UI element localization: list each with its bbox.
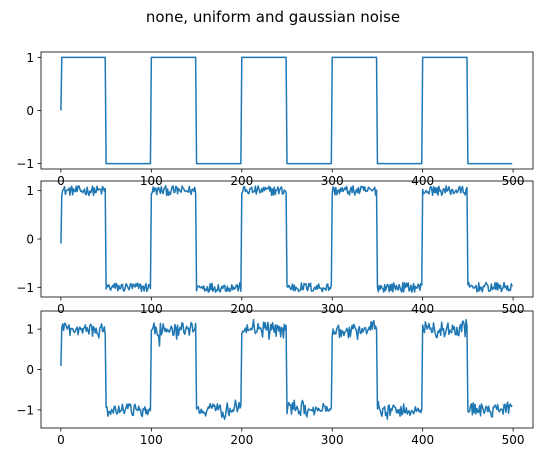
x-tick-label: 300: [321, 433, 344, 447]
subplot-1: 0 100 200 300 400 500−101: [16, 51, 534, 188]
subplot-3: 0 100 200 300 400 500 −1 0 1: [16, 310, 534, 447]
y-tick-label: 1: [26, 51, 34, 65]
y-tick-label: 1: [26, 323, 34, 337]
series-line-3: [60, 318, 513, 420]
x-tick-label: 100: [140, 302, 163, 316]
figure-title: none, uniform and gaussian noise: [145, 8, 401, 26]
y-tick-label: −1: [16, 281, 34, 295]
x-tick-label: 400: [411, 302, 434, 316]
x-tick-label: 500: [502, 433, 525, 447]
x-tick-label: 200: [230, 302, 253, 316]
y-tick-label: 0: [26, 233, 34, 247]
y-tick-label: −1: [16, 403, 34, 417]
x-tick-label: 200: [230, 433, 253, 447]
series-line-1: [60, 56, 513, 165]
x-tick-label: 500: [502, 302, 525, 316]
y-tick-label: −1: [16, 157, 34, 171]
x-tick-label: 300: [321, 302, 344, 316]
x-tick-label: 100: [140, 433, 163, 447]
series-line-2: [60, 185, 513, 293]
x-tick-label: 0: [57, 433, 65, 447]
y-tick-label: 1: [26, 184, 34, 198]
y-tick-label: 0: [26, 104, 34, 118]
y-tick-label: 0: [26, 363, 34, 377]
subplot-2: 0 100 200 300 400 500 −1 0 1: [16, 180, 534, 316]
x-tick-label: 400: [411, 433, 434, 447]
x-tick-label: 0: [57, 302, 65, 316]
